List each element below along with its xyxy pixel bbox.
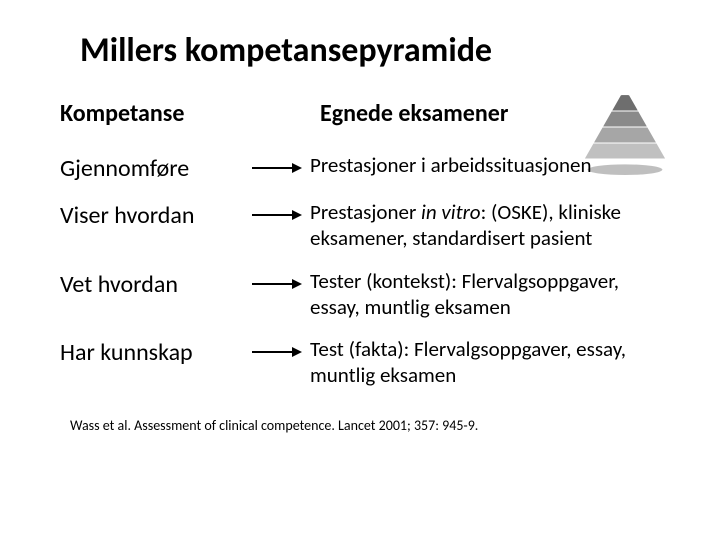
citation: Wass et al. Assessment of clinical compe… [70,417,670,434]
content-row: GjennomførePrestasjoner i arbeidssituasj… [60,152,670,183]
content-row: Vet hvordan Tester (kontekst): Flervalgso… [60,268,670,321]
row-description: Test (fakta): Flervalgsoppgaver, essay, … [310,336,670,389]
row-label: Vet hvordan [60,268,250,299]
arrow-icon [250,268,310,297]
pyramid-icon [580,95,670,175]
column-headers: Kompetanse Egnede eksamener [60,99,670,128]
header-kompetanse: Kompetanse [60,99,280,128]
arrow-icon [250,336,310,365]
content-row: Har kunnskap Test (fakta): Flervalgsoppga… [60,336,670,389]
row-label: Har kunnskap [60,336,250,367]
arrow-icon [250,152,310,181]
slide-title: Millers kompetansepyramide [80,30,670,71]
row-label: Viser hvordan [60,199,250,230]
rows-container: GjennomførePrestasjoner i arbeidssituasj… [60,152,670,389]
row-label: Gjennomføre [60,152,250,183]
arrow-icon [250,199,310,228]
header-egnede: Egnede eksamener [320,99,508,128]
row-description: Tester (kontekst): Flervalgsoppgaver, es… [310,268,670,321]
content-row: Viser hvordan Prestasjoner in vitro: (OSK… [60,199,670,252]
row-description: Prestasjoner in vitro: (OSKE), kliniske … [310,199,670,252]
